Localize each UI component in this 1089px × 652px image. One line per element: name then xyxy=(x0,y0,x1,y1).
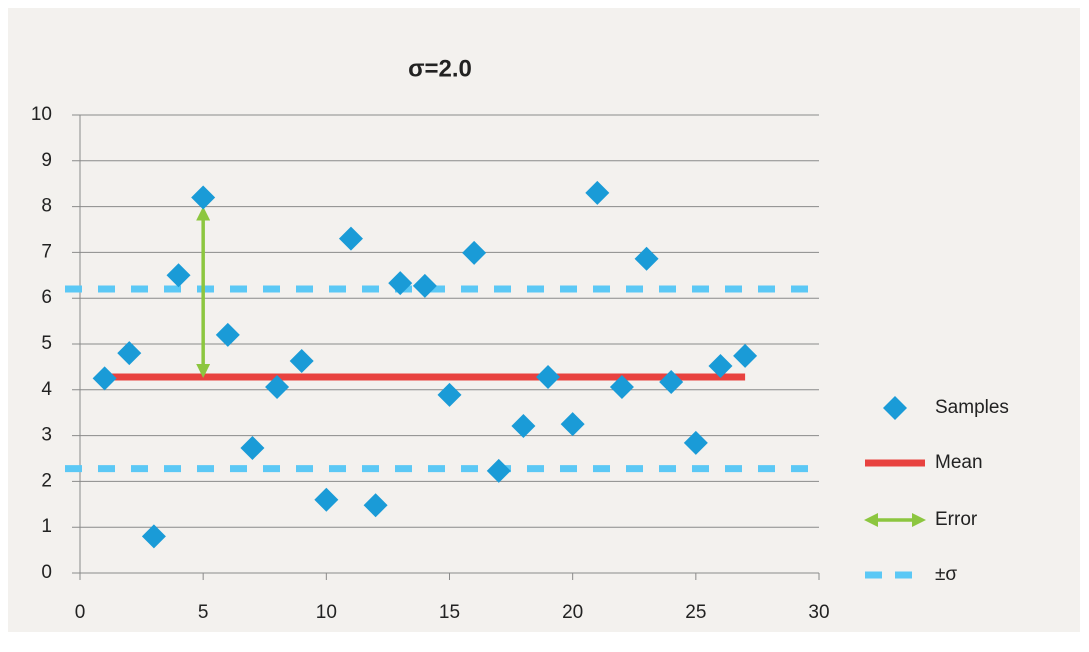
sample-point xyxy=(166,263,191,288)
chart-title: σ=2.0 xyxy=(408,55,472,82)
y-tick-label: 6 xyxy=(41,287,52,308)
sample-point xyxy=(733,343,758,368)
legend-symbol xyxy=(883,396,907,420)
x-tick-label: 15 xyxy=(439,602,460,623)
x-tick-label: 25 xyxy=(685,602,706,623)
sample-point xyxy=(462,240,487,265)
sample-point xyxy=(92,366,117,391)
y-tick-label: 1 xyxy=(41,516,52,537)
sample-point xyxy=(634,246,659,271)
sample-point xyxy=(289,348,314,373)
sample-point xyxy=(265,375,290,400)
x-tick-label: 5 xyxy=(198,602,209,623)
sample-point xyxy=(141,524,166,549)
y-tick-label: 4 xyxy=(41,379,52,400)
sample-point xyxy=(486,458,511,483)
sample-point xyxy=(338,226,363,251)
sample-point xyxy=(609,375,634,400)
sample-point xyxy=(215,322,240,347)
x-tick-label: 0 xyxy=(75,602,86,623)
x-tick-label: 10 xyxy=(316,602,337,623)
y-tick-label: 2 xyxy=(41,470,52,491)
sample-point xyxy=(412,273,437,298)
legend-label: Mean xyxy=(935,452,983,473)
sample-point xyxy=(585,180,610,205)
y-tick-label: 7 xyxy=(41,241,52,262)
sample-point xyxy=(191,185,216,210)
sample-point xyxy=(560,412,585,437)
chart-background xyxy=(8,8,1080,632)
sample-point xyxy=(683,430,708,455)
x-tick-label: 20 xyxy=(562,602,583,623)
y-tick-label: 5 xyxy=(41,333,52,354)
sample-point xyxy=(314,487,339,512)
y-tick-label: 3 xyxy=(41,425,52,446)
legend-label: Samples xyxy=(935,397,1009,418)
y-tick-label: 8 xyxy=(41,196,52,217)
sample-point xyxy=(659,370,684,395)
sample-point xyxy=(388,271,413,296)
sample-point xyxy=(511,413,536,438)
y-tick-label: 10 xyxy=(31,104,52,125)
y-tick-label: 0 xyxy=(41,562,52,583)
sample-point xyxy=(437,382,462,407)
legend-label: Error xyxy=(935,509,978,530)
x-tick-label: 30 xyxy=(808,602,829,623)
legend-label: ±σ xyxy=(935,564,957,585)
sample-point xyxy=(363,493,388,518)
sample-point xyxy=(117,341,142,366)
y-tick-label: 9 xyxy=(41,150,52,171)
sample-point xyxy=(240,435,265,460)
sample-point xyxy=(708,353,733,378)
sample-point xyxy=(536,364,561,389)
